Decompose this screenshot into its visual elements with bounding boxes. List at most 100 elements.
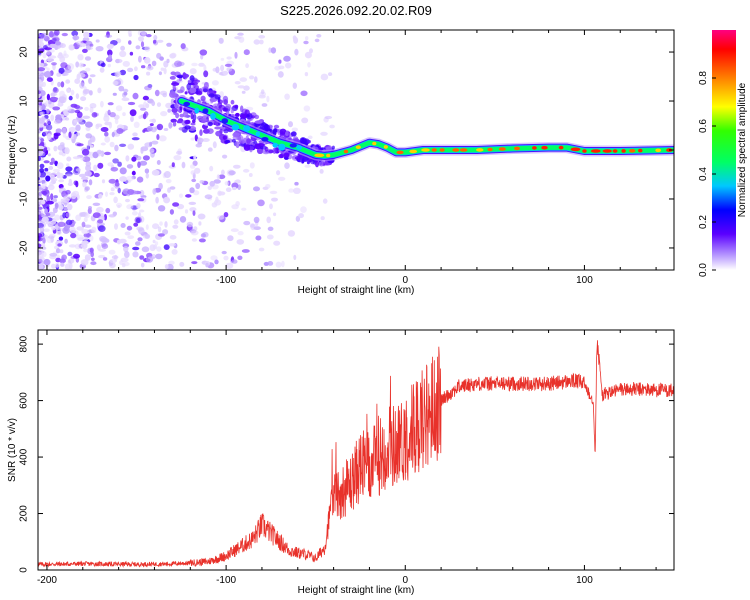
spectrogram-cell xyxy=(134,66,138,72)
spectrogram-cell xyxy=(224,181,229,186)
spectrogram-cell xyxy=(137,237,143,242)
spectrogram-cell xyxy=(199,129,203,137)
spectrogram-cell xyxy=(298,213,304,219)
spectrogram-cell xyxy=(102,257,108,261)
spectrogram-cell xyxy=(138,55,142,63)
spectrogram-cell xyxy=(301,117,309,124)
spectrogram-cell xyxy=(82,181,87,188)
spectrogram-cell xyxy=(55,114,62,121)
snr-y-tick-label: 600 xyxy=(19,392,30,409)
spectrogram-cell xyxy=(123,88,129,93)
spectrogram-cell xyxy=(98,193,103,199)
spectrogram-cell xyxy=(82,115,91,120)
spectrogram-cell xyxy=(132,246,140,251)
spectrogram-cell xyxy=(138,227,145,235)
spectrogram-cell xyxy=(226,56,232,60)
spectrogram-cell xyxy=(290,131,297,137)
spectrogram-cell xyxy=(69,45,75,50)
spectrogram-cell xyxy=(199,49,208,56)
spectrogram-cell xyxy=(38,70,41,76)
spectrogram-x-tick-label: 100 xyxy=(576,275,593,286)
spectrogram-cell xyxy=(114,144,119,152)
spectrogram-cell xyxy=(163,244,170,251)
spectrogram-cell xyxy=(131,137,140,141)
spectrogram-cell xyxy=(85,121,93,128)
spectrogram-cell xyxy=(170,71,176,76)
spectrogram-cell xyxy=(236,239,245,245)
spectrogram-cell xyxy=(108,249,116,255)
spectrogram-cell xyxy=(68,244,77,248)
spectrogram-cell xyxy=(72,35,80,41)
spectrogram-cell xyxy=(116,239,121,245)
spectrogram-cell xyxy=(108,121,112,129)
spectrogram-cell xyxy=(46,200,54,205)
spectrogram-cell xyxy=(138,104,145,108)
ridge-peak xyxy=(655,148,662,153)
spectrogram-cell xyxy=(163,128,169,131)
spectrogram-cell xyxy=(38,79,42,83)
spectrogram-cell xyxy=(38,171,41,177)
spectrogram-cell xyxy=(283,55,291,62)
colorbar-ticks: 0.0 0.2 0.4 0.6 0.8 xyxy=(698,71,716,277)
colorbar-tick-label: 0.8 xyxy=(698,71,709,85)
spectrogram-cell xyxy=(129,51,134,56)
spectrogram-cell xyxy=(215,130,223,137)
spectrogram-cell xyxy=(64,263,71,270)
spectrogram-cell xyxy=(82,37,90,42)
spectrogram-cell xyxy=(149,148,155,153)
spectrogram-cell xyxy=(169,186,176,190)
spectrogram-cell xyxy=(156,134,160,140)
spectrogram-cell xyxy=(214,94,221,100)
spectrogram-cell xyxy=(44,208,48,215)
spectrogram-cell xyxy=(275,261,282,268)
spectrogram-cell xyxy=(108,214,116,218)
spectrogram-cell xyxy=(48,165,54,170)
spectrogram-cell xyxy=(192,114,197,121)
spectrogram-cell xyxy=(60,262,65,267)
spectrogram-cell xyxy=(209,165,214,172)
spectrogram-cell xyxy=(249,75,255,80)
ridge-knot xyxy=(272,142,278,148)
spectrogram-cell xyxy=(234,81,241,85)
spectrogram-cell xyxy=(125,216,129,220)
spectrogram-cell xyxy=(100,62,106,68)
ridge-peak xyxy=(558,145,564,150)
spectrogram-cell xyxy=(215,196,219,204)
spectrogram-cell xyxy=(261,103,268,107)
spectrogram-cell xyxy=(50,92,56,98)
spectrogram-cell xyxy=(58,96,67,104)
spectrogram-cell xyxy=(55,248,61,254)
ridge-peak xyxy=(460,148,468,152)
spectrogram-cell xyxy=(213,179,221,184)
spectrogram-cell xyxy=(291,127,298,132)
spectrogram-cell xyxy=(53,30,60,36)
spectrogram-cell xyxy=(64,147,70,155)
spectrogram-y-tick-label: -10 xyxy=(19,191,30,206)
spectrogram-cell xyxy=(137,161,141,168)
spectrogram-cell xyxy=(47,211,56,217)
spectrogram-cell xyxy=(273,212,277,217)
spectrogram-cell xyxy=(38,243,42,248)
spectrogram-cell xyxy=(222,70,229,76)
spectrogram-cell xyxy=(83,31,90,39)
spectrogram-cell xyxy=(222,154,228,159)
spectrogram-cell xyxy=(38,206,43,210)
spectrogram-cell xyxy=(119,167,127,175)
spectrogram-cell xyxy=(199,117,208,122)
spectrogram-cell xyxy=(268,47,272,53)
spectrogram-cell xyxy=(54,202,59,210)
spectrogram-cell xyxy=(178,127,185,131)
spectrogram-cell xyxy=(66,219,73,225)
spectrogram-cell xyxy=(46,108,50,114)
snr-y-ticks: 0 200 400 600 800 xyxy=(19,335,674,573)
spectrogram-cell xyxy=(144,233,151,239)
spectrogram-cell xyxy=(84,186,90,191)
spectrogram-cell xyxy=(107,109,111,116)
spectrogram-cell xyxy=(105,191,108,197)
spectrogram-cell xyxy=(62,53,69,59)
ridge-knot xyxy=(243,125,251,132)
spectrogram-cell xyxy=(145,173,149,179)
ridge-peak xyxy=(582,149,587,153)
spectrogram-cell xyxy=(254,143,262,150)
spectrogram-cell xyxy=(77,54,84,61)
